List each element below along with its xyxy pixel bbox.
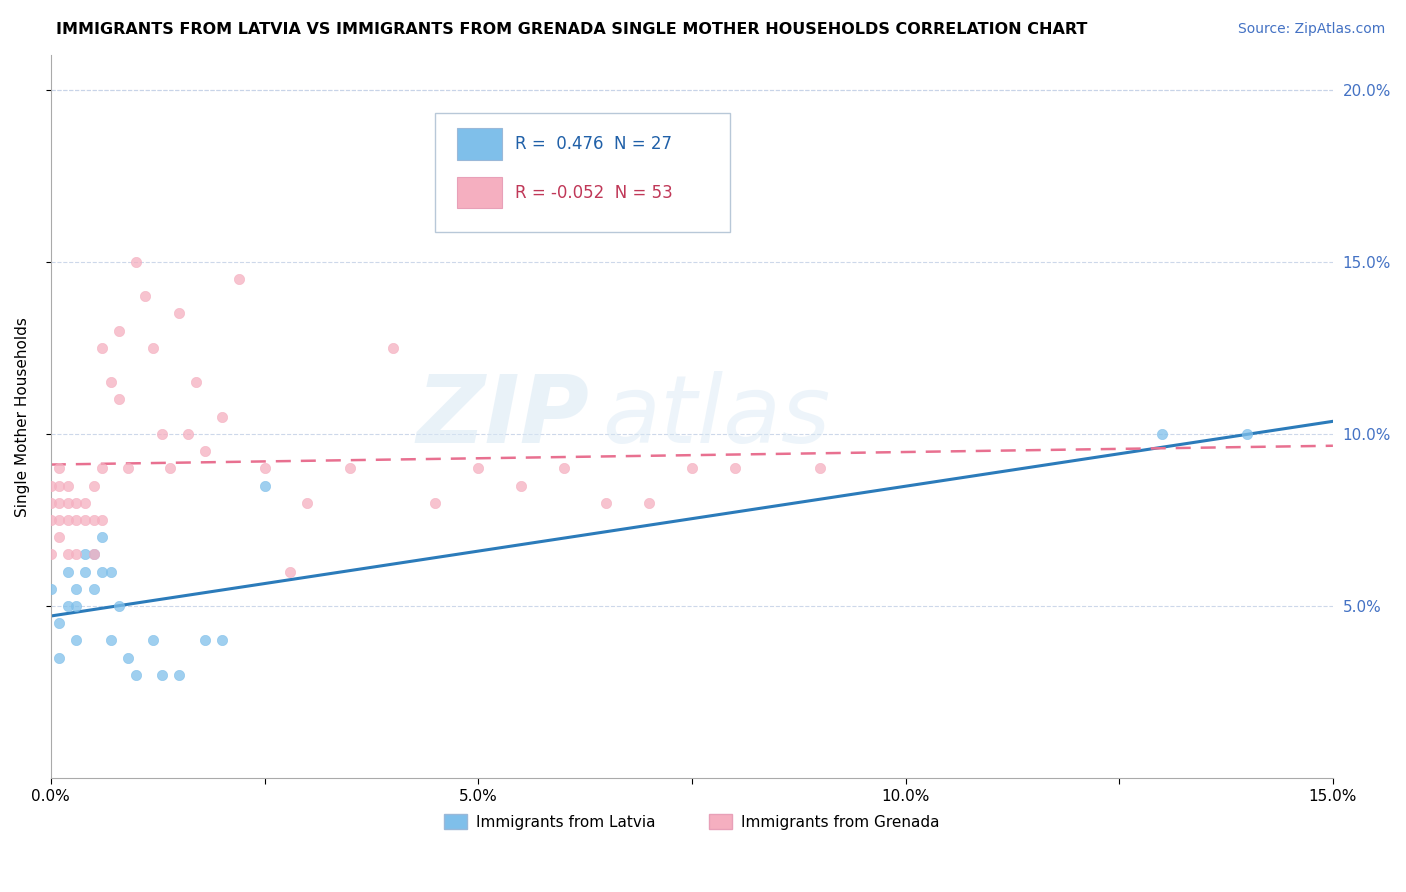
Point	[595, 496, 617, 510]
Text: Source: ZipAtlas.com: Source: ZipAtlas.com	[1237, 22, 1385, 37]
Point	[91, 565, 114, 579]
Text: atlas: atlas	[602, 371, 831, 462]
Point	[48, 650, 70, 665]
Point	[91, 513, 114, 527]
Point	[48, 478, 70, 492]
Point	[39, 582, 62, 596]
Point	[48, 616, 70, 631]
Point	[39, 496, 62, 510]
Point	[194, 633, 217, 648]
Point	[100, 565, 122, 579]
Point	[48, 530, 70, 544]
Point	[39, 548, 62, 562]
Point	[83, 513, 105, 527]
Text: ZIP: ZIP	[416, 371, 589, 463]
Point	[100, 633, 122, 648]
Point	[381, 341, 404, 355]
Text: R =  0.476  N = 27: R = 0.476 N = 27	[515, 135, 672, 153]
Point	[681, 461, 703, 475]
Point	[108, 324, 131, 338]
Point	[91, 530, 114, 544]
Point	[83, 478, 105, 492]
Legend: Immigrants from Latvia, Immigrants from Grenada: Immigrants from Latvia, Immigrants from …	[437, 808, 946, 836]
Point	[553, 461, 575, 475]
Point	[253, 461, 276, 475]
Point	[194, 444, 217, 458]
Point	[125, 254, 148, 268]
Point	[48, 496, 70, 510]
Point	[1150, 426, 1173, 441]
Point	[65, 633, 87, 648]
Point	[65, 582, 87, 596]
Point	[211, 633, 233, 648]
Point	[73, 548, 96, 562]
Point	[108, 392, 131, 407]
Point	[91, 461, 114, 475]
Point	[100, 376, 122, 390]
Point	[83, 548, 105, 562]
Point	[467, 461, 489, 475]
Point	[56, 496, 79, 510]
Point	[278, 565, 301, 579]
Point	[73, 496, 96, 510]
Point	[142, 633, 165, 648]
Point	[56, 565, 79, 579]
Point	[48, 513, 70, 527]
Point	[253, 478, 276, 492]
Text: IMMIGRANTS FROM LATVIA VS IMMIGRANTS FROM GRENADA SINGLE MOTHER HOUSEHOLDS CORRE: IMMIGRANTS FROM LATVIA VS IMMIGRANTS FRO…	[56, 22, 1088, 37]
Point	[142, 341, 165, 355]
Point	[73, 513, 96, 527]
Point	[65, 496, 87, 510]
Point	[184, 376, 207, 390]
Point	[83, 548, 105, 562]
Point	[339, 461, 361, 475]
Point	[167, 306, 190, 320]
Text: R = -0.052  N = 53: R = -0.052 N = 53	[515, 184, 672, 202]
Point	[150, 426, 173, 441]
Point	[56, 478, 79, 492]
Point	[150, 668, 173, 682]
Point	[723, 461, 745, 475]
Point	[176, 426, 198, 441]
Point	[91, 341, 114, 355]
Point	[808, 461, 831, 475]
Point	[159, 461, 181, 475]
Point	[65, 599, 87, 613]
Point	[39, 513, 62, 527]
Point	[48, 461, 70, 475]
Point	[39, 478, 62, 492]
Point	[56, 513, 79, 527]
Point	[125, 668, 148, 682]
Point	[1236, 426, 1258, 441]
Point	[228, 272, 250, 286]
Point	[134, 289, 156, 303]
Point	[425, 496, 447, 510]
Y-axis label: Single Mother Households: Single Mother Households	[15, 317, 30, 516]
Point	[56, 548, 79, 562]
FancyBboxPatch shape	[457, 177, 502, 209]
Point	[108, 599, 131, 613]
Point	[510, 478, 533, 492]
Point	[211, 409, 233, 424]
Point	[65, 513, 87, 527]
Point	[297, 496, 319, 510]
Point	[117, 461, 139, 475]
FancyBboxPatch shape	[436, 113, 730, 232]
Point	[73, 565, 96, 579]
Point	[83, 582, 105, 596]
Point	[56, 599, 79, 613]
Point	[167, 668, 190, 682]
Point	[117, 650, 139, 665]
Point	[638, 496, 661, 510]
Point	[65, 548, 87, 562]
FancyBboxPatch shape	[457, 128, 502, 160]
